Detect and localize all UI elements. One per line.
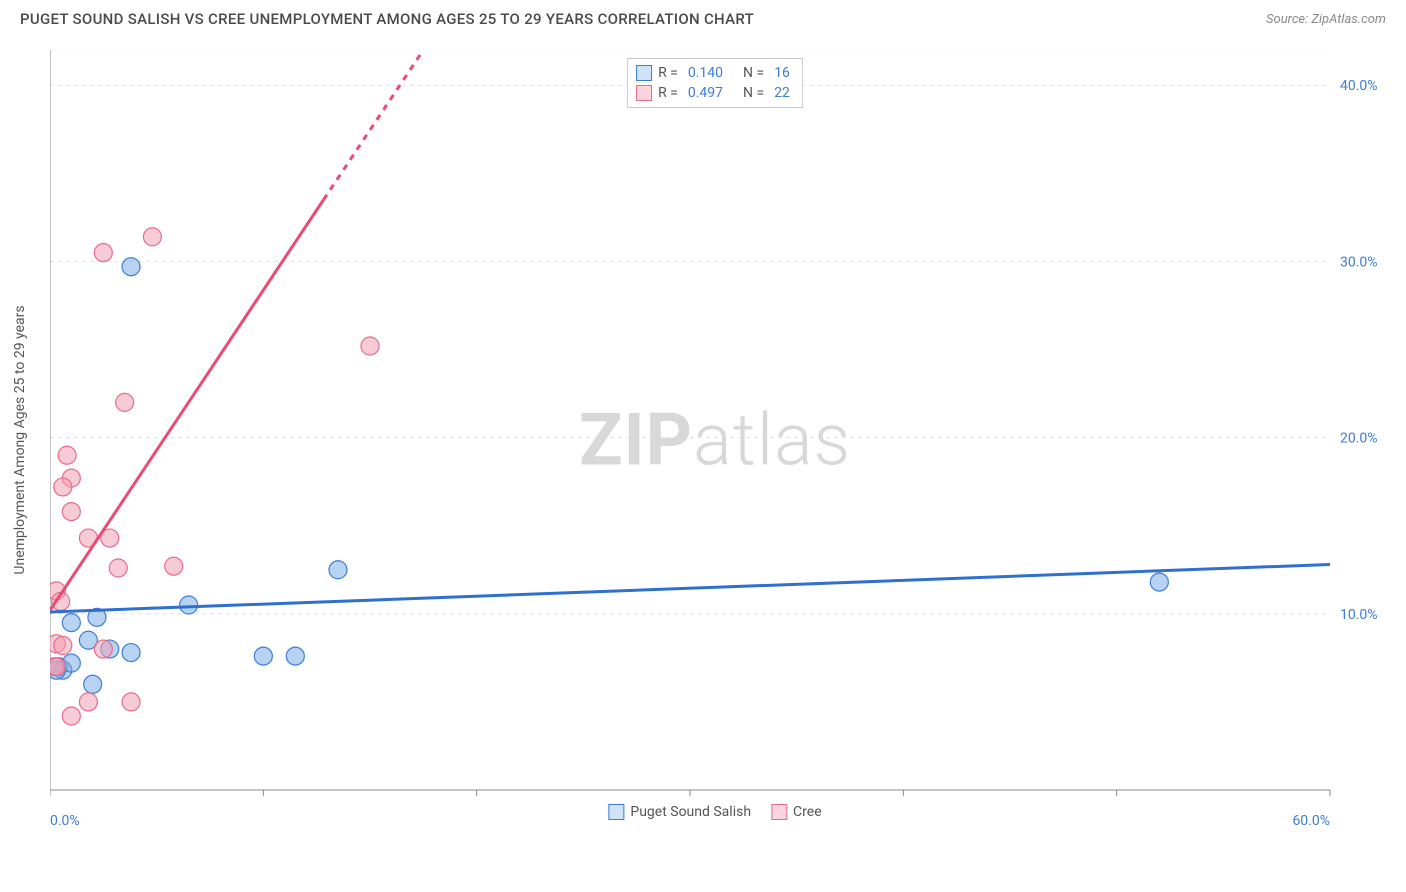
legend-r-value: 0.497 bbox=[688, 85, 723, 101]
data-point bbox=[50, 658, 65, 676]
svg-text:60.0%: 60.0% bbox=[1292, 813, 1330, 829]
data-point bbox=[361, 337, 379, 355]
legend-series-item: Puget Sound Salish bbox=[608, 804, 751, 820]
data-point bbox=[79, 693, 97, 711]
chart-header: PUGET SOUND SALISH VS CREE UNEMPLOYMENT … bbox=[0, 0, 1406, 33]
data-point bbox=[62, 614, 80, 632]
legend-swatch bbox=[608, 804, 624, 820]
legend-swatch bbox=[636, 85, 652, 101]
legend-series-item: Cree bbox=[771, 804, 822, 820]
data-point bbox=[62, 503, 80, 521]
data-point bbox=[94, 640, 112, 658]
y-axis-title: Unemployment Among Ages 25 to 29 years bbox=[12, 305, 28, 574]
data-point bbox=[54, 478, 72, 496]
svg-text:10.0%: 10.0% bbox=[1340, 607, 1378, 623]
legend-swatch bbox=[771, 804, 787, 820]
data-point bbox=[54, 637, 72, 655]
svg-text:20.0%: 20.0% bbox=[1340, 431, 1378, 447]
legend-n-label: N = bbox=[743, 65, 764, 81]
svg-text:30.0%: 30.0% bbox=[1340, 254, 1378, 270]
data-point bbox=[58, 446, 76, 464]
legend-stats-row: R = 0.140 N = 16 bbox=[636, 63, 794, 83]
data-point bbox=[116, 393, 134, 411]
data-point bbox=[165, 557, 183, 575]
data-point bbox=[1150, 573, 1168, 591]
data-point bbox=[122, 258, 140, 276]
svg-text:40.0%: 40.0% bbox=[1340, 78, 1378, 94]
legend-n-value: 22 bbox=[774, 85, 790, 101]
legend-swatch bbox=[636, 65, 652, 81]
data-point bbox=[143, 228, 161, 246]
legend-series-label: Cree bbox=[793, 804, 822, 820]
data-point bbox=[286, 647, 304, 665]
chart-container: Unemployment Among Ages 25 to 29 years 1… bbox=[50, 50, 1380, 830]
data-point bbox=[109, 559, 127, 577]
legend-stats: R = 0.140 N = 16 R = 0.497 N = 22 bbox=[627, 58, 803, 108]
legend-r-value: 0.140 bbox=[688, 65, 723, 81]
scatter-plot: 10.0% 20.0% 30.0% 40.0% 0.0% 60.0% bbox=[50, 50, 1380, 830]
legend-r-label: R = bbox=[658, 85, 678, 101]
data-point bbox=[84, 675, 102, 693]
legend-stats-row: R = 0.497 N = 22 bbox=[636, 83, 794, 103]
data-point bbox=[180, 596, 198, 614]
legend-n-value: 16 bbox=[774, 65, 790, 81]
legend-r-label: R = bbox=[658, 65, 678, 81]
legend-series: Puget Sound Salish Cree bbox=[608, 804, 821, 820]
data-point bbox=[62, 707, 80, 725]
chart-source: Source: ZipAtlas.com bbox=[1266, 12, 1386, 27]
data-point bbox=[329, 561, 347, 579]
data-point bbox=[122, 644, 140, 662]
data-point bbox=[122, 693, 140, 711]
data-point bbox=[254, 647, 272, 665]
legend-n-label: N = bbox=[743, 85, 764, 101]
legend-series-label: Puget Sound Salish bbox=[630, 804, 751, 820]
data-point bbox=[94, 244, 112, 262]
svg-text:0.0%: 0.0% bbox=[50, 813, 80, 829]
chart-title: PUGET SOUND SALISH VS CREE UNEMPLOYMENT … bbox=[20, 10, 754, 28]
